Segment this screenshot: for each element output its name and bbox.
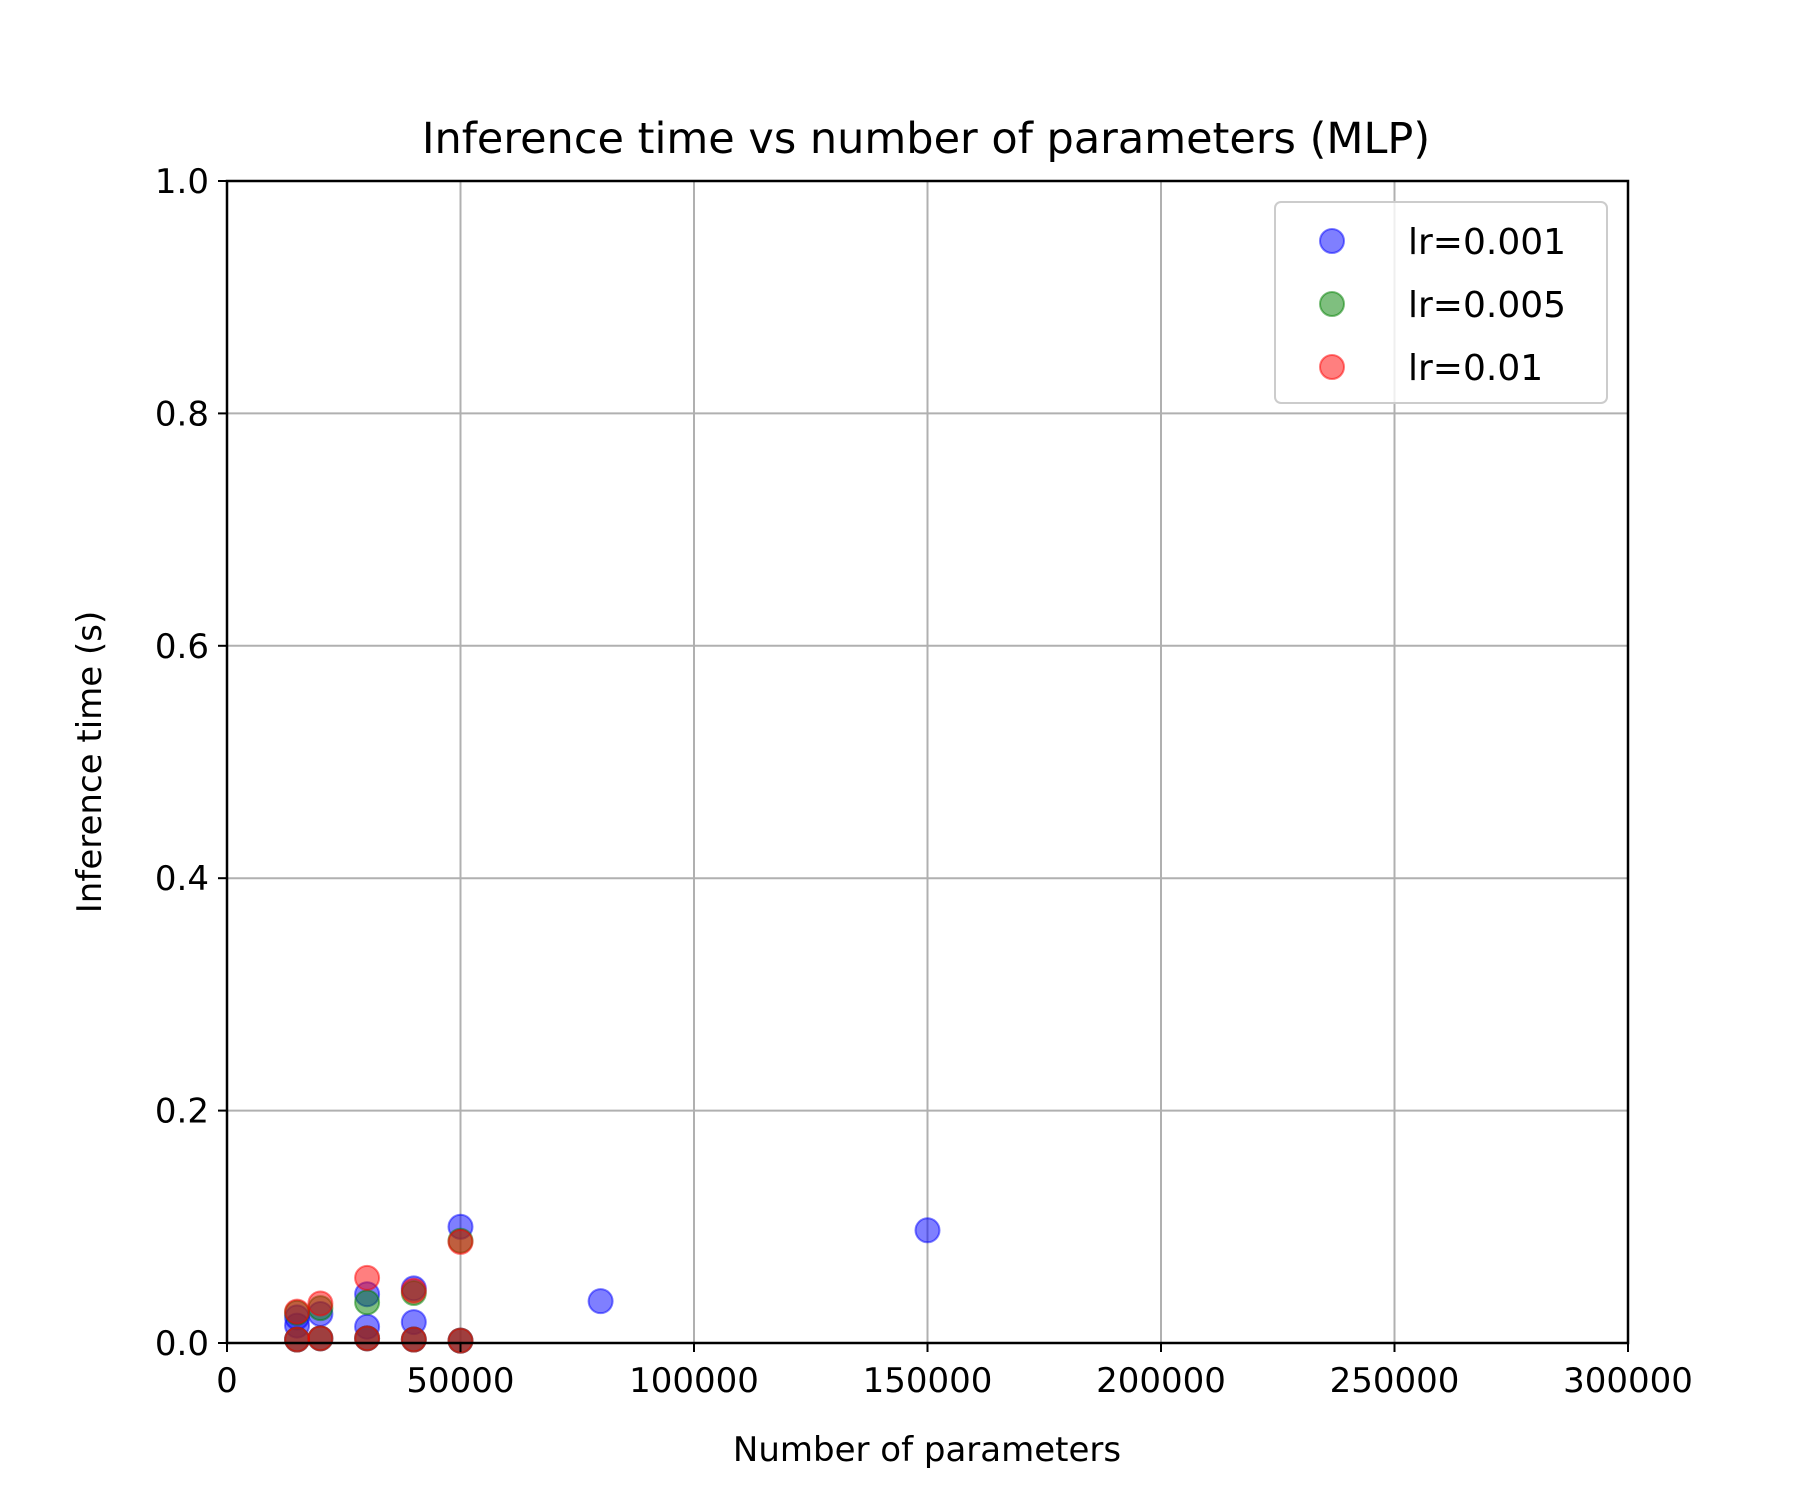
chart-title: Inference time vs number of parameters (… [422, 114, 1430, 164]
y-axis-title: Inference time (s) [70, 611, 110, 913]
scatter-point [400, 1277, 427, 1304]
scatter-point [447, 1327, 474, 1354]
x-tick-label: 0 [216, 1361, 238, 1401]
y-tick-label: 0.0 [155, 1324, 209, 1364]
y-tick-label: 0.4 [155, 859, 209, 899]
scatter-point [447, 1228, 474, 1255]
scatter-point [307, 1325, 334, 1352]
y-tick-label: 1.0 [155, 162, 209, 202]
legend-label: lr=0.005 [1408, 285, 1566, 326]
legend-marker [1319, 354, 1345, 380]
x-tick-label: 300000 [1563, 1361, 1693, 1401]
x-tick-label: 100000 [629, 1361, 759, 1401]
scatter-point [354, 1325, 381, 1352]
scatter-point [307, 1290, 334, 1317]
y-tick-label: 0.8 [155, 394, 209, 434]
scatter-point [354, 1289, 381, 1316]
legend-marker [1319, 291, 1345, 317]
x-tick-label: 50000 [406, 1361, 514, 1401]
scatter-point [587, 1288, 614, 1315]
scatter-point [284, 1298, 311, 1325]
y-tick-label: 0.6 [155, 627, 209, 667]
scatter-point [914, 1217, 941, 1244]
axis-ticks: 0 50000 100000 150000 200000 250000 300000 0.0 0… [155, 162, 1693, 1401]
scatter-point [354, 1264, 381, 1291]
scatter-point [400, 1326, 427, 1353]
x-tick-label: 250000 [1330, 1361, 1460, 1401]
x-tick-label: 150000 [863, 1361, 993, 1401]
scatter-point [284, 1326, 311, 1353]
legend-label: lr=0.01 [1408, 348, 1543, 389]
legend: lr=0.001 lr=0.005 lr=0.01 [1274, 201, 1608, 404]
x-tick-label: 200000 [1096, 1361, 1226, 1401]
x-axis-title: Number of parameters [733, 1430, 1121, 1470]
legend-label: lr=0.001 [1408, 222, 1566, 263]
legend-marker [1319, 228, 1345, 254]
legend-box [1274, 201, 1608, 404]
data-points [284, 1213, 941, 1354]
y-tick-label: 0.2 [155, 1092, 209, 1132]
